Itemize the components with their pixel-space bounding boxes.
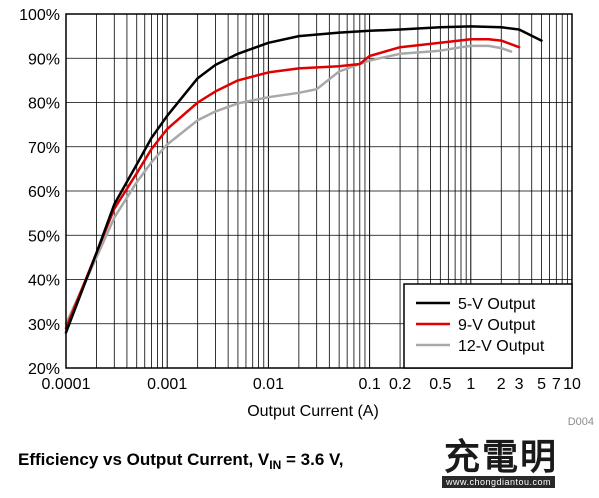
series-line-9-v-output [64,37,521,330]
x-tick-label: 10 [563,376,581,393]
y-tick-label: 90% [28,51,60,68]
x-tick-label: 0.01 [253,376,284,393]
legend-box [403,283,573,369]
watermark-text: 充電明 [444,437,559,478]
series-lines [64,25,543,334]
x-tick-label: 0.0001 [42,376,91,393]
legend-entry: 9-V Output [458,317,536,334]
y-tick-label: 30% [28,317,60,334]
caption-text: Efficiency vs Output Current, V [18,450,270,469]
x-tick-label: 0.5 [429,376,451,393]
watermark-url: www.chongdiantou.com [442,476,556,488]
caption-tail: = 3.6 V, [281,450,344,469]
y-tick-label: 100% [19,7,60,24]
x-tick-label: 3 [515,376,524,393]
x-tick-label: 7 [552,376,561,393]
series-line-5-v-output [64,25,543,334]
caption-subscript: IN [269,458,282,472]
series-line-12-v-output [64,44,513,326]
watermark-logo: 充電明 www.chongdiantou.com [440,438,595,493]
x-tick-label: 2 [497,376,506,393]
x-tick-label: 0.2 [389,376,411,393]
y-tick-label: 80% [28,96,60,113]
x-tick-label: 1 [466,376,475,393]
axis-ticks: 20% 30% 40% 50% 60% 70% 80% 90% 100% 0.0001 0.001 0… [19,7,581,393]
y-tick-label: 70% [28,140,60,157]
legend-entry: 12-V Output [458,338,545,355]
y-tick-label: 60% [28,184,60,201]
x-axis-title: Output Current (A) [247,403,379,420]
y-tick-label: 20% [28,361,60,378]
efficiency-chart: 20% 30% 40% 50% 60% 70% 80% 90% 100% 0.0001 0.001 0… [19,7,594,428]
y-tick-label: 40% [28,273,60,290]
x-tick-label: 0.001 [147,376,187,393]
x-tick-label: 0.1 [358,376,380,393]
figure-id: D004 [568,416,594,428]
chart-caption: Efficiency vs Output Current, VIN = 3.6 … [18,450,344,472]
x-tick-label: 5 [537,376,546,393]
y-tick-label: 50% [28,228,60,245]
legend: 5-V Output 9-V Output 12-V Output [403,283,573,369]
plot-frame [65,13,573,369]
legend-entry: 5-V Output [458,296,536,313]
